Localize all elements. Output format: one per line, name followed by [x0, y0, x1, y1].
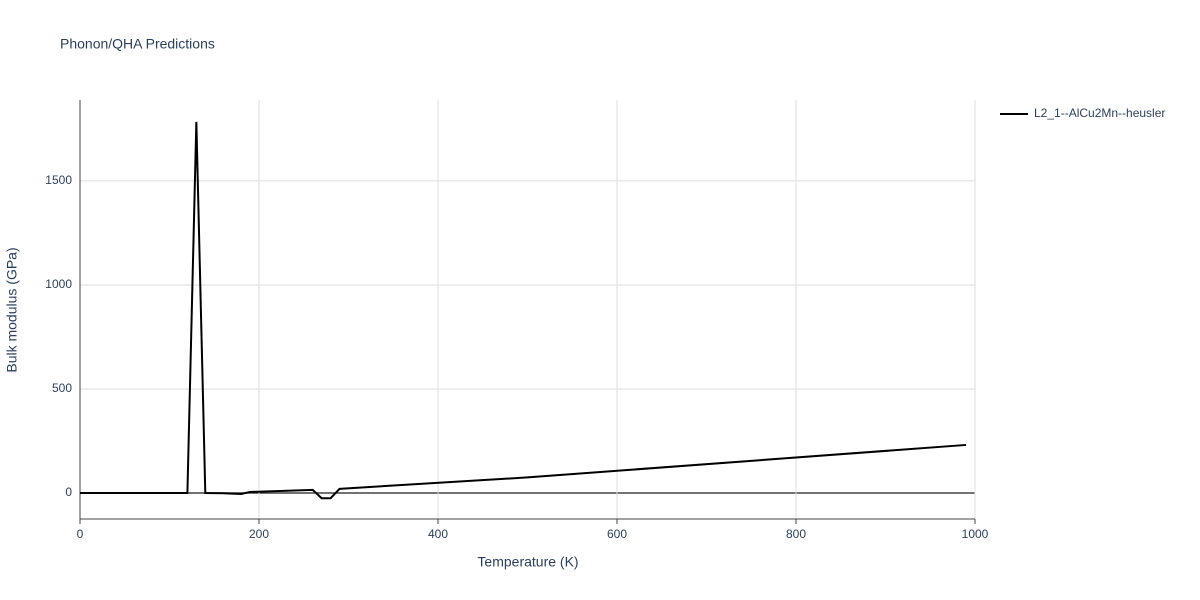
y-axis-title: Bulk modulus (GPa)	[4, 247, 20, 372]
x-tick-label: 200	[249, 527, 269, 541]
y-tick-label: 0	[65, 485, 72, 499]
x-tick-label: 0	[77, 527, 84, 541]
y-tick-label: 500	[52, 381, 72, 395]
x-tick-label: 800	[786, 527, 806, 541]
data-line	[80, 121, 967, 500]
legend-label: L2_1--AlCu2Mn--heusler	[1034, 106, 1165, 120]
x-tick-label: 1000	[962, 527, 989, 541]
x-axis-title: Temperature (K)	[477, 554, 578, 570]
chart-title: Phonon/QHA Predictions	[60, 36, 215, 52]
y-tick-label: 1500	[45, 173, 72, 187]
y-tick-label: 1000	[45, 277, 72, 291]
x-tick-label: 400	[428, 527, 448, 541]
x-tick-label: 600	[607, 527, 627, 541]
